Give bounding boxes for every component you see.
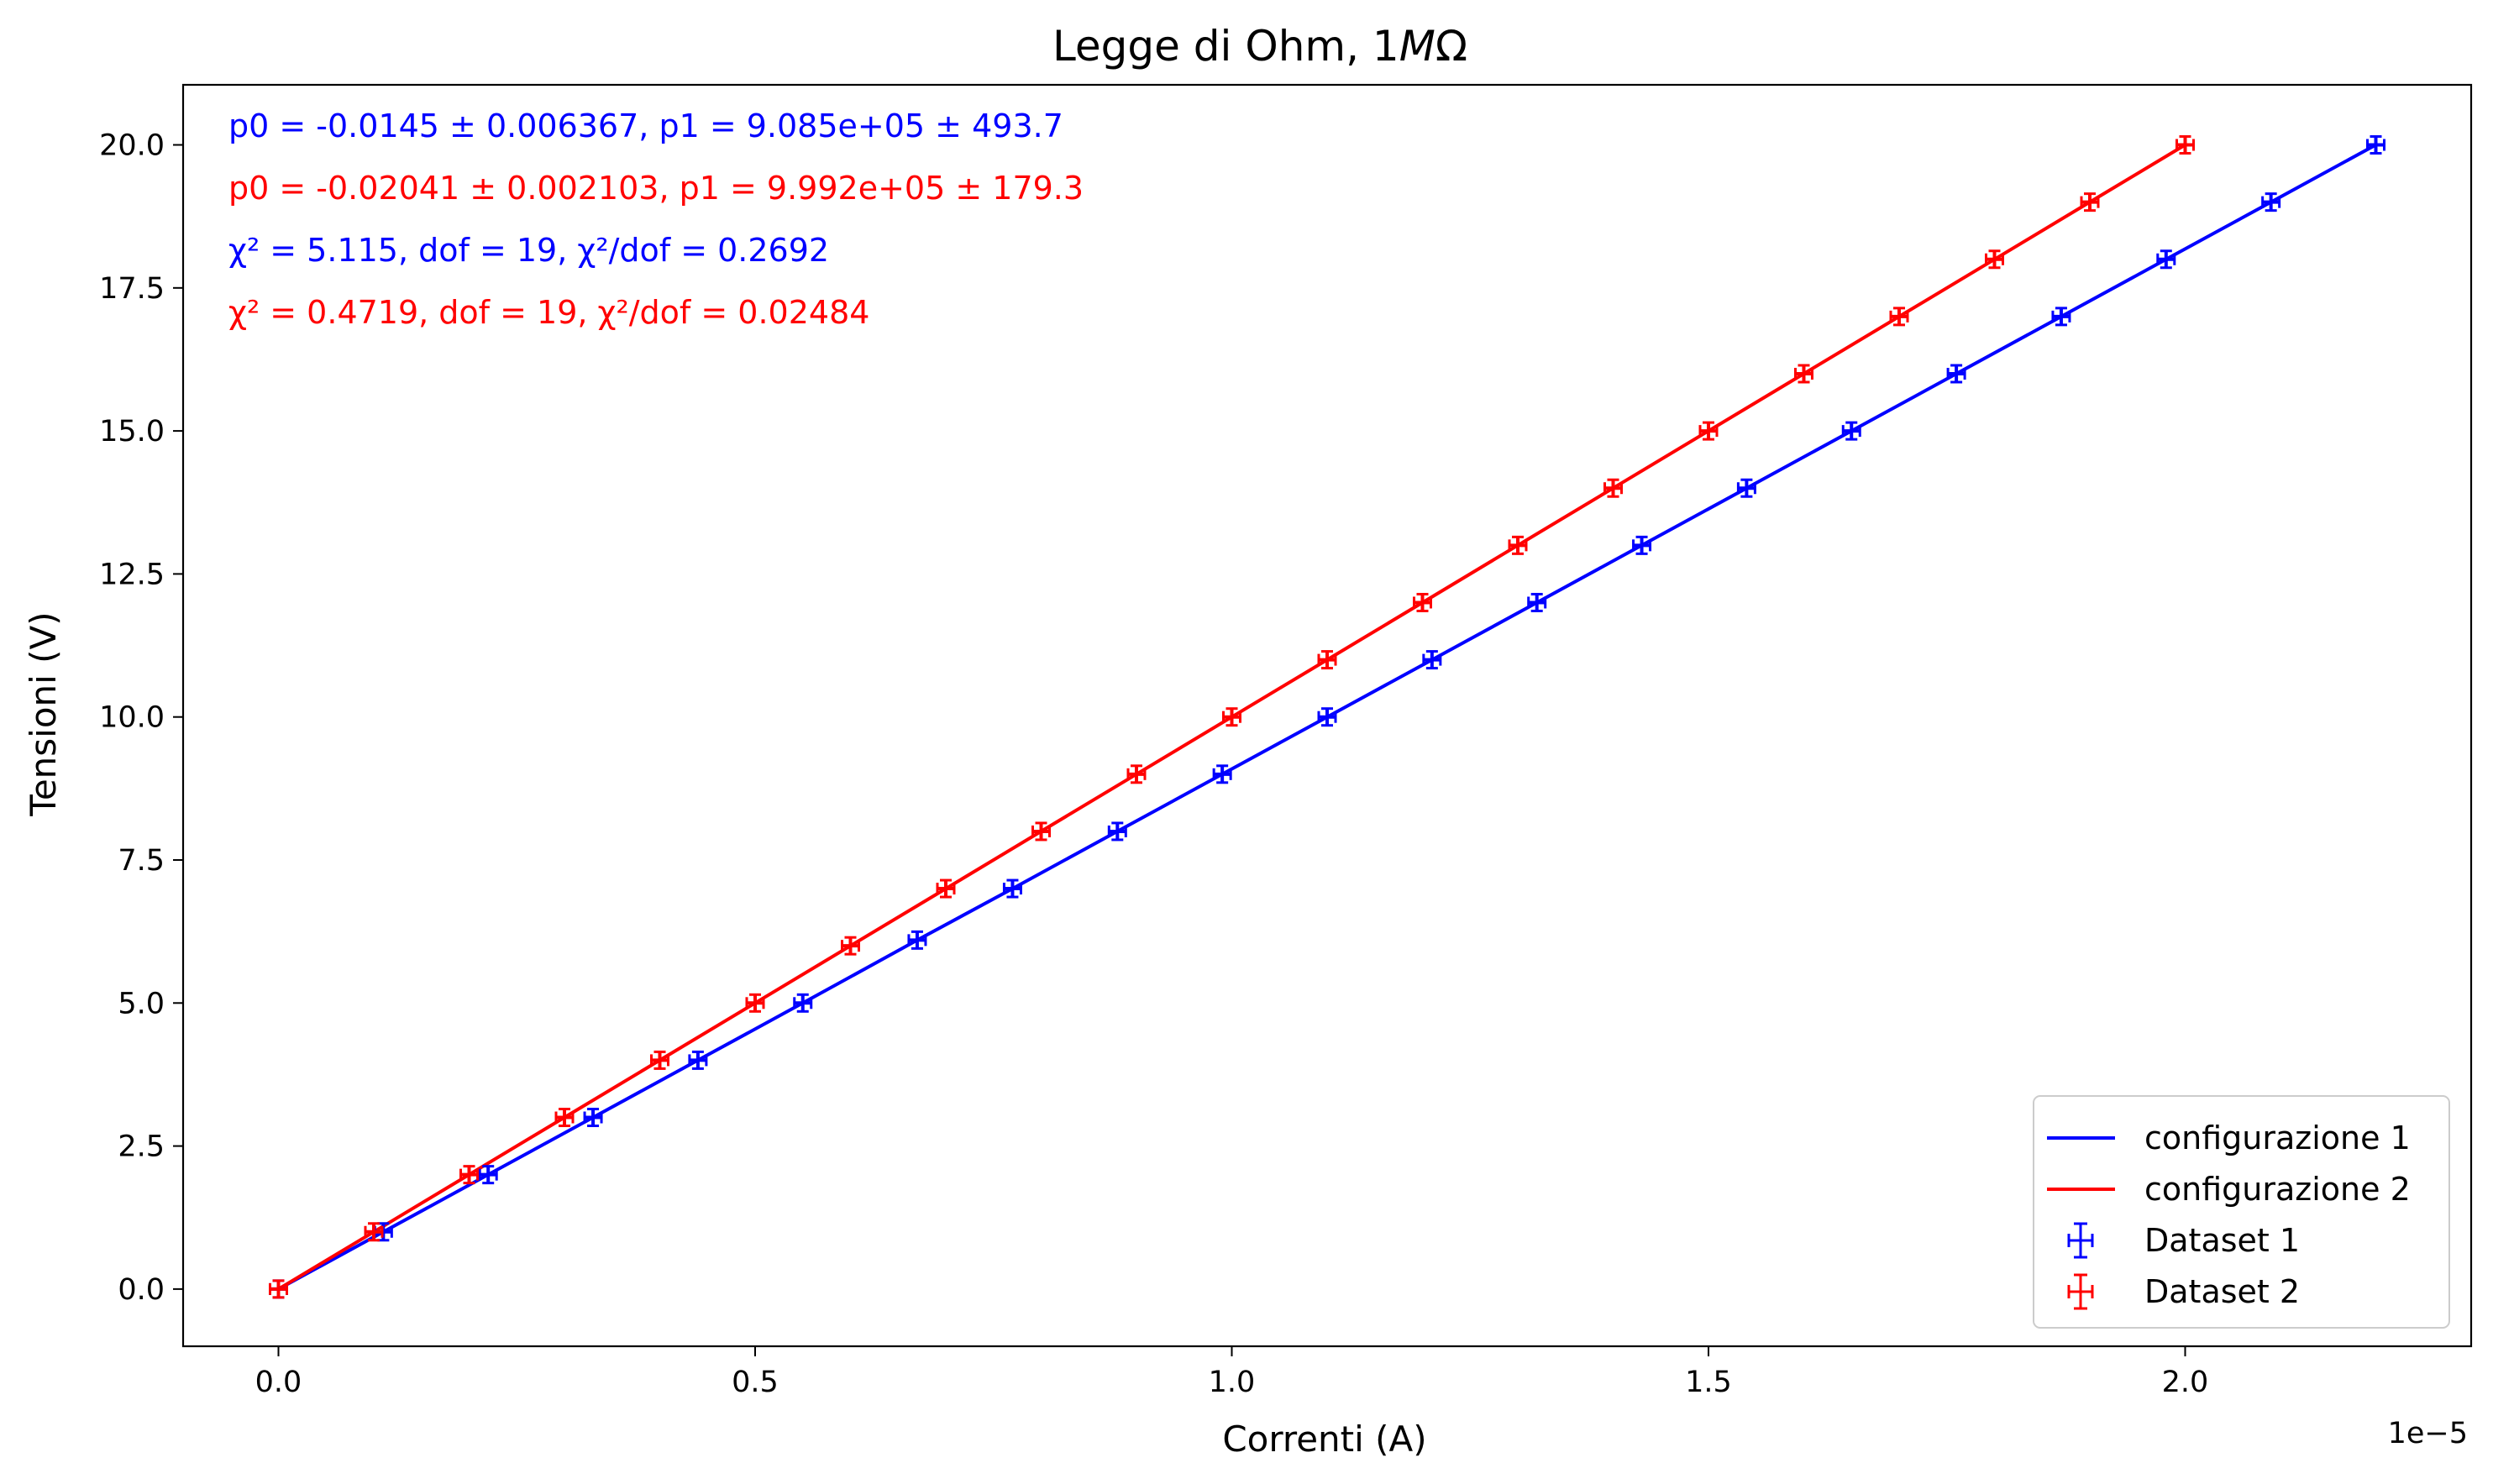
y-tick-label: 7.5 — [118, 844, 165, 878]
data-point — [650, 1050, 669, 1070]
chart-title-italic: M — [1399, 22, 1435, 71]
data-point — [936, 878, 956, 899]
data-point — [459, 1165, 479, 1185]
data-point — [1222, 707, 1241, 727]
data-point — [1317, 707, 1337, 727]
x-tick-label: 2.0 — [2162, 1366, 2209, 1399]
data-point — [1946, 364, 1966, 384]
chart-title-prefix: Legge di Ohm, 1 — [1052, 22, 1399, 71]
legend-entry: Dataset 2 — [2067, 1273, 2300, 1310]
data-point — [2051, 307, 2071, 327]
plot-frame — [181, 83, 2473, 1348]
data-point — [907, 930, 927, 950]
data-point — [1736, 478, 1756, 498]
x-tick-label: 0.5 — [732, 1366, 779, 1399]
x-tick-label: 1.0 — [1209, 1366, 1256, 1399]
y-tick-label: 12.5 — [99, 558, 165, 591]
data-point — [1698, 421, 1719, 441]
y-tick-label: 17.5 — [99, 272, 165, 306]
legend-label: configurazione 1 — [2144, 1120, 2411, 1156]
data-point — [1632, 535, 1652, 555]
fit-annotation: χ² = 5.115, dof = 19, χ²/dof = 0.2692 — [228, 232, 829, 269]
data-point — [1317, 650, 1337, 670]
y-tick-label: 20.0 — [99, 129, 165, 163]
x-tick-label: 0.0 — [255, 1366, 302, 1399]
data-point — [2261, 192, 2281, 212]
data-point — [1422, 650, 1442, 670]
data-point — [1126, 764, 1147, 784]
legend-errorbar-swatch — [2067, 1222, 2094, 1259]
x-axis-offset-label: 1e−5 — [2388, 1417, 2468, 1450]
fit-annotation: χ² = 0.4719, dof = 19, χ²/dof = 0.02484 — [228, 294, 869, 331]
data-point — [1889, 307, 1909, 327]
y-tick-label: 2.5 — [118, 1130, 165, 1164]
fit-annotation: p0 = -0.0145 ± 0.006367, p1 = 9.085e+05 … — [228, 107, 1063, 144]
data-point — [1107, 821, 1127, 842]
data-point — [1794, 364, 1813, 384]
legend-label: Dataset 2 — [2144, 1273, 2300, 1310]
data-point — [841, 936, 860, 956]
data-point — [583, 1108, 603, 1128]
data-point — [554, 1108, 575, 1128]
legend-label: Dataset 1 — [2144, 1222, 2300, 1259]
data-point — [688, 1050, 708, 1070]
data-point — [478, 1165, 498, 1185]
data-point — [1527, 592, 1547, 612]
legend-entry: configurazione 2 — [2047, 1171, 2411, 1208]
y-tick-label: 15.0 — [99, 415, 165, 448]
data-point — [1985, 249, 2004, 270]
y-tick-label: 10.0 — [99, 701, 165, 735]
legend-label: configurazione 2 — [2144, 1171, 2411, 1208]
data-point — [1212, 764, 1232, 784]
data-point — [2366, 135, 2385, 155]
y-axis-ticks: 0.0 2.5 5.0 7.5 10.0 12.5 15.0 17.5 20.0 — [99, 129, 183, 1307]
x-tick-label: 1.5 — [1685, 1366, 1732, 1399]
chart-title: Legge di Ohm, 1MΩ — [1052, 22, 1467, 71]
data-point — [1413, 592, 1432, 612]
data-point — [2175, 135, 2195, 155]
data-point — [2080, 192, 2100, 212]
legend-entry: Dataset 1 — [2067, 1222, 2300, 1259]
data-point — [1508, 535, 1528, 555]
legend-errorbar-swatch — [2067, 1273, 2094, 1310]
x-axis-ticks: 0.0 0.5 1.0 1.5 2.0 — [255, 1346, 2209, 1399]
data-points — [269, 135, 2385, 1299]
legend-entry: configurazione 1 — [2047, 1120, 2411, 1156]
x-axis-label: Correnti (A) — [1222, 1418, 1426, 1460]
data-point — [2156, 249, 2176, 270]
y-axis-label: Tensioni (V) — [23, 611, 64, 816]
data-point — [1031, 821, 1051, 842]
y-tick-label: 0.0 — [118, 1273, 165, 1307]
legend-box — [2033, 1095, 2450, 1329]
chart-title-suffix: Ω — [1435, 22, 1467, 71]
data-point — [793, 993, 813, 1013]
data-point — [364, 1222, 384, 1242]
data-point — [1603, 478, 1623, 498]
fit-annotation: p0 = -0.02041 ± 0.002103, p1 = 9.992e+05… — [228, 170, 1084, 207]
fit-annotations: p0 = -0.0145 ± 0.006367, p1 = 9.085e+05 … — [228, 107, 1084, 331]
data-point — [1002, 878, 1022, 899]
y-tick-label: 5.0 — [118, 987, 165, 1020]
legend: configurazione 1 configurazione 2 Dataset … — [2033, 1095, 2450, 1329]
data-point — [269, 1279, 288, 1299]
data-point — [745, 993, 765, 1013]
data-point — [1841, 421, 1861, 441]
